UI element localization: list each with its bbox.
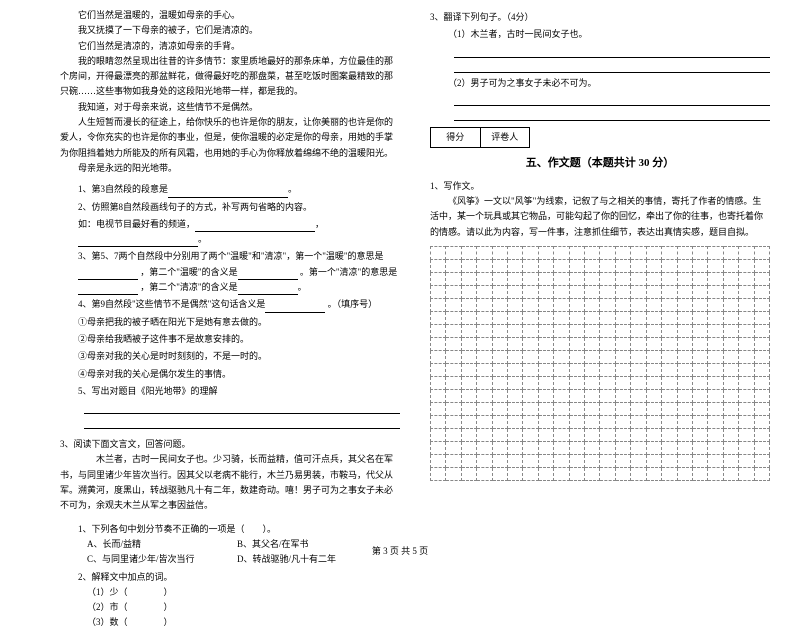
blank-line (84, 417, 400, 429)
questions: 1、第3自然段的段意是。 2、仿照第8自然段画线句子的方式，补写两句省略的内容。… (60, 182, 400, 429)
q2-label: 2、仿照第8自然段画线句子的方式，补写两句省略的内容。 (78, 202, 312, 212)
blank (238, 279, 298, 280)
right-column: 3、翻译下列句子。（4分） （1）木兰者，古时一民间女子也。 （2）男子可为之事… (430, 8, 770, 631)
passage-line: 它们当然是温暖的，温暖如母亲的手心。 (60, 8, 400, 23)
passage-line: 母亲是永远的阳光地带。 (60, 161, 400, 176)
left-column: 它们当然是温暖的，温暖如母亲的手心。 我又抚摸了一下母亲的被子，它们是清凉的。 … (60, 8, 400, 631)
blank (78, 279, 138, 280)
q4-opt: ②母亲给我晒被子这件事不是故意安排的。 (78, 332, 400, 347)
q1-label: 1、第3自然段的段意是 (78, 184, 168, 194)
blank-line (84, 402, 400, 414)
blank-line (454, 61, 770, 73)
page-content: 它们当然是温暖的，温暖如母亲的手心。 我又抚摸了一下母亲的被子，它们是清凉的。 … (0, 0, 800, 631)
blank-line (454, 109, 770, 121)
q4-opt: ④母亲对我的关心是偶尔发生的事情。 (78, 367, 400, 382)
q3-d: ，第二个"清凉"的含义是 (140, 282, 237, 292)
wy-q2-2: （2）市（ ） (87, 600, 400, 615)
page-footer: 第 3 页 共 5 页 (0, 544, 800, 557)
grid-table (430, 246, 770, 481)
q4: 4、第9自然段"这些情节不是偶然"这句话含义是 。（填序号） (78, 297, 400, 312)
section-title: 五、作文题（本题共计 30 分） (430, 154, 770, 173)
q2-sub-text: 如：电视节目最好看的频道， (78, 219, 195, 229)
blank (265, 312, 325, 313)
q2-sub: 如：电视节目最好看的频道，，。 (78, 217, 400, 248)
wenyan-text: 木兰者，古时一民间女子也。少习骑，长而益精，值可汗点兵，其父名在军书，与同里诸少… (60, 452, 400, 513)
q3-label: 3、第5、7两个自然段中分别用了两个"温暖"和"清凉"，第一个"温暖"的意思是 (78, 251, 384, 261)
wy-q2-1: （1）少（ ） (87, 585, 400, 600)
q4-opt: ①母亲把我的被子晒在阳光下是她有意去做的。 (78, 315, 400, 330)
passage-line: 它们当然是清凉的，清凉如母亲的手背。 (60, 39, 400, 54)
comp-label: 1、写作文。 (430, 179, 770, 194)
q3-b: ，第二个"温暖"的含义是 (140, 267, 237, 277)
reading3-label: 3、阅读下面文言文，回答问题。 (60, 437, 400, 452)
blank (168, 197, 288, 198)
q4-opt: ③母亲对我的关心是时时刻刻的，不是一时的。 (78, 349, 400, 364)
q4-suffix: 。（填序号） (328, 299, 378, 309)
q5-label: 5、写出对题目《阳光地带》的理解 (78, 386, 218, 396)
r-q3-2: （2）男子可为之事女子未必不可为。 (448, 76, 770, 91)
grader-label: 评卷人 (481, 128, 530, 147)
q5: 5、写出对题目《阳光地带》的理解 (78, 384, 400, 399)
blank-line (454, 46, 770, 58)
score-box: 得分 评卷人 (430, 127, 530, 148)
r-q3-1: （1）木兰者，古时一民间女子也。 (448, 27, 770, 42)
blank (78, 246, 198, 247)
blank-line (454, 94, 770, 106)
passage-line: 我的眼睛忽然呈现出往昔的许多情节：家里质地最好的那条床单，方位最佳的那个房间，开… (60, 54, 400, 100)
q3-c: 。第一个"清凉"的意思是 (300, 267, 397, 277)
blank (238, 294, 298, 295)
blank (195, 231, 315, 232)
reading-3: 3、阅读下面文言文，回答问题。 木兰者，古时一民间女子也。少习骑，长而益精，值可… (60, 437, 400, 631)
r-q3: 3、翻译下列句子。（4分） (430, 10, 770, 25)
wy-q2: 2、解释文中加点的词。 (78, 570, 400, 585)
q2: 2、仿照第8自然段画线句子的方式，补写两句省略的内容。 (78, 200, 400, 215)
passage-line: 人生短暂而漫长的征途上，给你快乐的也许是你的朋友，让你美丽的也许是你的爱人，令你… (60, 115, 400, 161)
passage-line: 我知道，对于母亲来说，这些情节不是偶然。 (60, 100, 400, 115)
composition-grid (430, 246, 770, 481)
wy-q1: 1、下列各句中划分节奏不正确的一项是（ ）。 (78, 522, 400, 537)
comp-body: 《风筝》一文以"风筝"为线索，记叙了与之相关的事情，寄托了作者的情感。生活中，某… (430, 194, 770, 240)
q4-label: 4、第9自然段"这些情节不是偶然"这句话含义是 (78, 299, 265, 309)
wy-q2-3: （3）数（ ） (87, 615, 400, 630)
passage-line: 我又抚摸了一下母亲的被子，它们是清凉的。 (60, 23, 400, 38)
blank (78, 294, 138, 295)
q1: 1、第3自然段的段意是。 (78, 182, 400, 197)
q3: 3、第5、7两个自然段中分别用了两个"温暖"和"清凉"，第一个"温暖"的意思是 … (78, 249, 400, 295)
score-label: 得分 (431, 128, 481, 147)
